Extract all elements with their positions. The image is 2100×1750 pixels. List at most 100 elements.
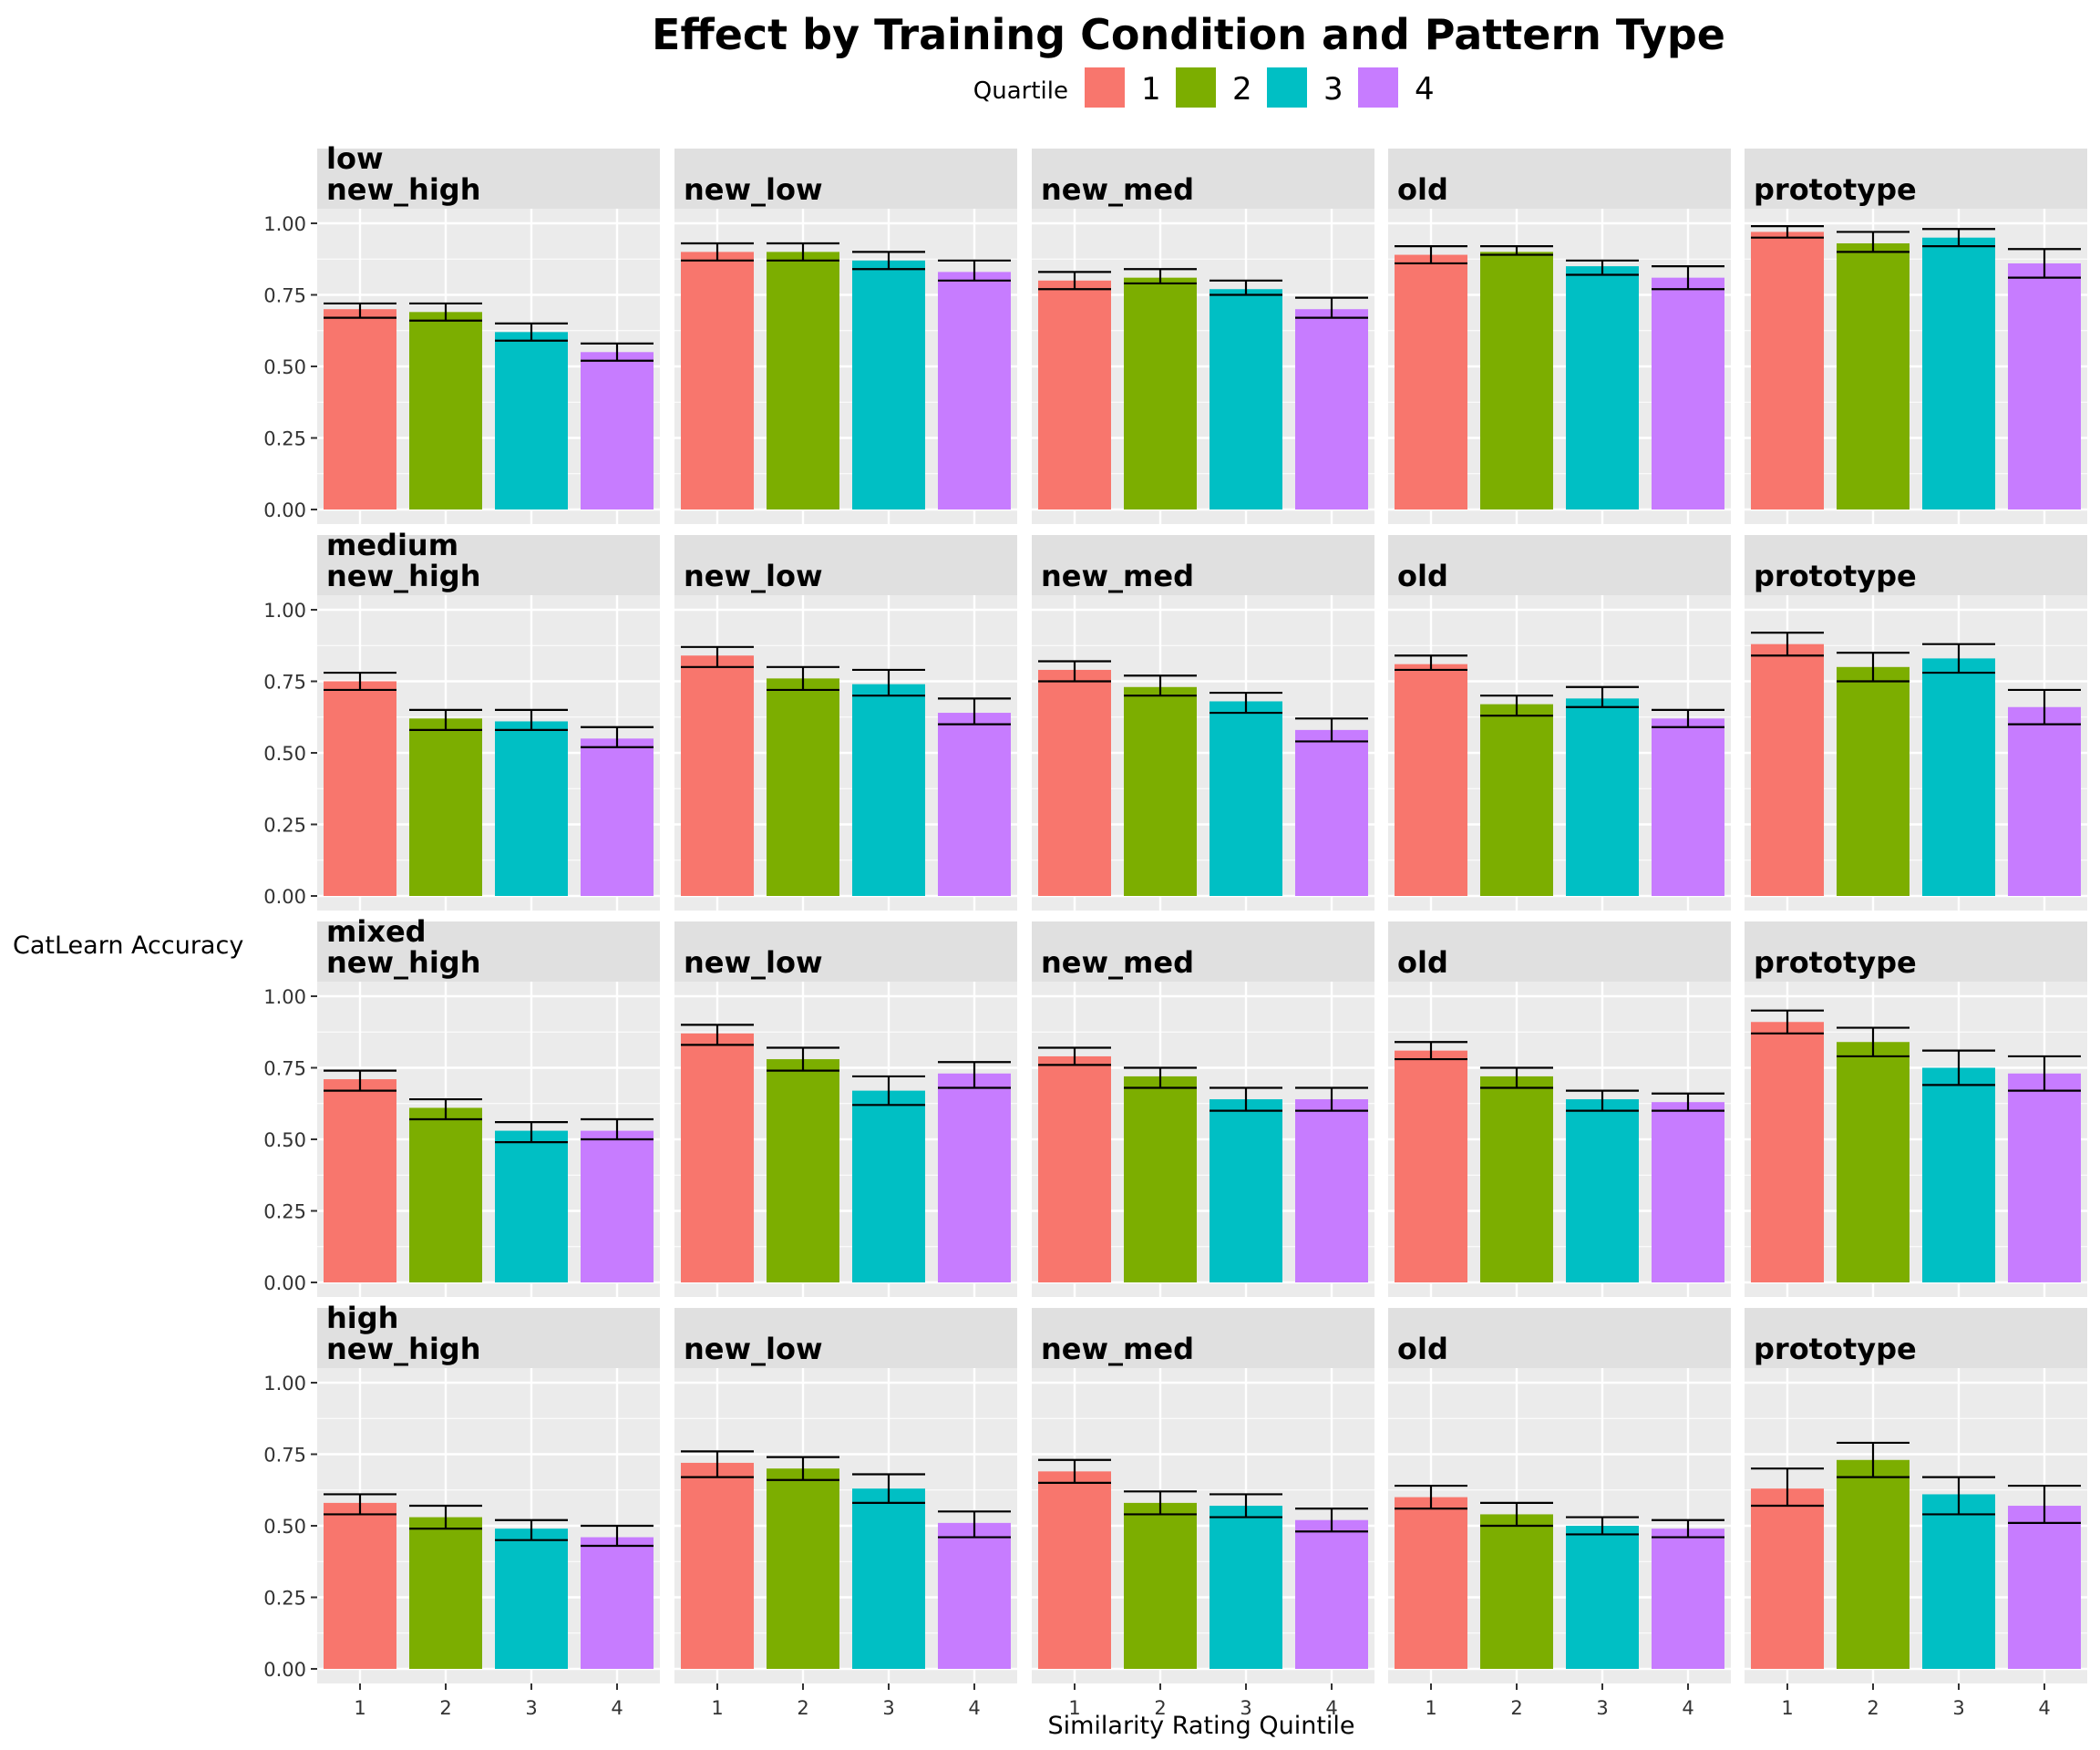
error-bar-medium-old-1 [1395,654,1467,672]
bar-low-old-3 [1566,266,1639,510]
x-tick-label: 4 [2038,1697,2050,1719]
bar-medium-prototype-3 [1922,658,1995,896]
error-bar-high-new_high-1 [324,1493,396,1516]
y-tick-label: 1.00 [263,1373,306,1395]
legend-label-3: 3 [1323,71,1343,108]
panel-mixed-new_high: new_high 0.00 0.25 0.50 0.75 1.00 [263,921,660,1297]
error-bar-medium-new_high-3 [495,708,568,731]
bar-high-new_med-1 [1038,1471,1111,1669]
panel-low-new_med: new_med [1032,149,1374,524]
bar-low-old-2 [1480,252,1553,510]
panel-low-old: old [1388,149,1731,524]
strip-label-old: old [1397,559,1448,593]
error-bar-low-old-3 [1566,259,1639,276]
error-bar-mixed-prototype-1 [1751,1009,1824,1035]
bar-mixed-prototype-4 [2008,1073,2081,1282]
error-bar-low-new_med-2 [1124,268,1197,285]
y-tick-label: 0.25 [263,1588,306,1610]
y-tick-label: 1.00 [263,213,306,235]
x-tick-label: 1 [711,1697,723,1719]
strip-background [674,149,1017,209]
bar-low-new_med-1 [1038,280,1111,510]
bar-high-prototype-3 [1922,1494,1995,1669]
strip-label-new_high: new_high [326,559,480,593]
y-tick-label: 0.25 [263,428,306,450]
error-bar-mixed-new_med-4 [1295,1086,1368,1112]
bar-medium-new_high-1 [324,681,396,896]
facet-row-low: new_high 0.00 0.25 0.50 0.75 1.00 new_low new_m… [263,141,2087,524]
x-tick-label: 4 [1682,1697,1693,1719]
error-bar-high-new_high-2 [409,1504,482,1530]
x-tick-label: 4 [968,1697,980,1719]
error-bar-high-new_med-4 [1295,1508,1368,1533]
legend-key-4 [1358,67,1398,108]
error-bar-mixed-new_low-2 [767,1046,839,1072]
bar-high-old-1 [1395,1497,1467,1669]
error-bar-medium-old-3 [1566,685,1639,708]
bar-medium-new_med-3 [1210,701,1282,896]
bar-mixed-new_low-1 [681,1033,754,1282]
error-bar-medium-new_high-1 [324,671,396,692]
y-tick-label: 0.25 [263,1201,306,1223]
panels: new_high 0.00 0.25 0.50 0.75 1.00 new_low new_m… [263,141,2087,1719]
bar-low-new_med-2 [1124,277,1197,510]
panel-low-new_low: new_low [674,149,1017,524]
bar-low-new_low-3 [852,260,925,510]
error-bar-low-old-2 [1480,245,1553,256]
error-bar-high-new_low-4 [938,1510,1011,1539]
bar-high-new_low-1 [681,1462,754,1669]
facet-row-high: new_high 0.00 0.25 0.50 0.75 1.00 1 2 3 4 new_low 1… [263,1301,2087,1719]
bar-medium-old-1 [1395,664,1467,896]
error-bar-medium-new_low-1 [681,645,754,668]
x-tick-label: 1 [1425,1697,1436,1719]
panel-mixed-prototype: prototype [1745,921,2087,1297]
strip-label-new_low: new_low [684,1332,823,1366]
bar-high-new_med-4 [1295,1519,1368,1669]
x-tick-label: 2 [1510,1697,1522,1719]
bar-low-old-4 [1652,277,1724,510]
bar-low-new_low-4 [938,272,1011,510]
legend: Quartile 1 2 3 4 [973,67,1435,108]
bar-mixed-new_high-3 [495,1130,568,1282]
chart-title: Effect by Training Condition and Pattern… [652,10,1725,59]
strip-label-new_low: new_low [684,172,823,207]
x-tick-label: 1 [354,1697,365,1719]
error-bar-low-new_high-2 [409,302,482,322]
y-tick-label: 0.75 [263,285,306,307]
legend-key-2 [1176,67,1216,108]
legend-key-1 [1085,67,1125,108]
bar-mixed-old-4 [1652,1102,1724,1282]
legend-label-1: 1 [1141,71,1161,108]
strip-background [1032,535,1374,595]
strip-background [674,921,1017,982]
strip-label-new_med: new_med [1041,559,1194,593]
bar-medium-prototype-1 [1751,643,1824,896]
error-bar-mixed-new_med-1 [1038,1046,1111,1066]
bar-mixed-new_high-4 [581,1130,654,1282]
x-tick-label: 3 [882,1697,894,1719]
y-tick-label: 0.00 [263,1272,306,1294]
error-bar-mixed-new_med-3 [1210,1086,1282,1112]
bar-high-new_med-2 [1124,1502,1197,1669]
error-bar-medium-new_low-3 [852,668,925,697]
error-bar-mixed-new_low-3 [852,1075,925,1107]
error-bar-mixed-old-2 [1480,1066,1553,1089]
strip-label-prototype: prototype [1754,559,1917,593]
panel-low-new_high: new_high 0.00 0.25 0.50 0.75 1.00 [263,149,660,524]
bar-high-old-3 [1566,1526,1639,1669]
y-tick-label: 1.00 [263,600,306,622]
strip-background [1745,149,2087,209]
panel-high-old: old 1 2 3 4 [1388,1308,1731,1719]
error-bar-medium-old-2 [1480,695,1553,717]
error-bar-mixed-new_low-1 [681,1024,754,1046]
x-tick-label: 3 [1596,1697,1608,1719]
bar-medium-new_high-2 [409,718,482,896]
y-tick-label: 0.50 [263,1516,306,1538]
bar-medium-new_med-1 [1038,669,1111,896]
bar-medium-new_low-1 [681,655,754,896]
bar-mixed-prototype-1 [1751,1022,1824,1282]
y-tick-label: 0.00 [263,499,306,521]
error-bar-mixed-prototype-2 [1837,1026,1910,1058]
bar-medium-new_med-2 [1124,686,1197,896]
x-tick-label: 2 [1867,1697,1879,1719]
